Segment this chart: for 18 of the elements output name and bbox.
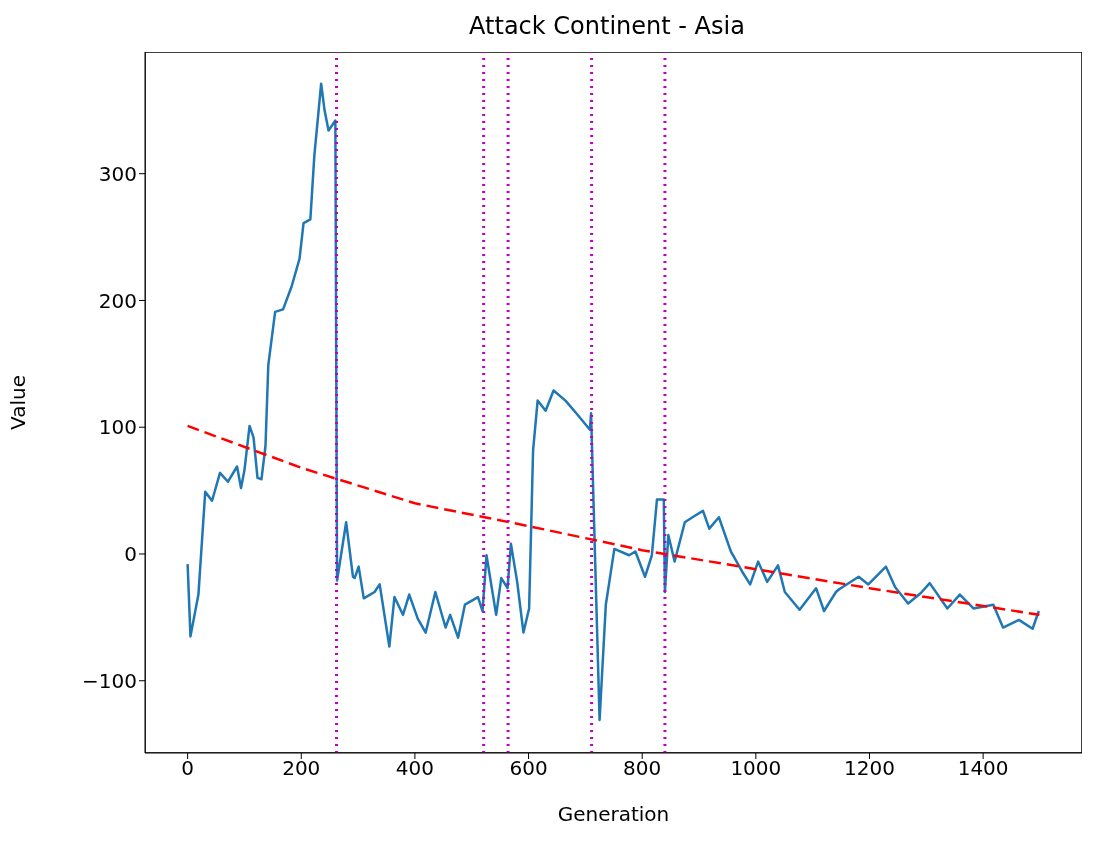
line-series — [186, 424, 1041, 617]
x-tick-label: 1200 — [844, 756, 895, 781]
x-axis-title: Generation — [557, 802, 670, 826]
y-tick-label: 300 — [98, 161, 137, 186]
chart-title: Attack Continent - Asia — [468, 11, 746, 42]
line-series — [186, 82, 1041, 722]
x-tick-label: 1400 — [957, 756, 1009, 781]
y-axis-title: Value — [6, 375, 31, 430]
y-tick-label: 100 — [98, 415, 137, 440]
x-tick-label: 1000 — [730, 756, 782, 781]
x-tick-label: 400 — [395, 756, 434, 781]
x-tick-label: 200 — [282, 756, 321, 781]
x-tick-label: 0 — [181, 756, 194, 781]
y-tick-label: −100 — [82, 668, 137, 693]
x-tick-label: 800 — [623, 756, 662, 781]
x-tick-label: 600 — [509, 756, 548, 781]
y-tick-label: 0 — [124, 542, 137, 567]
y-tick-label: 200 — [98, 288, 137, 313]
